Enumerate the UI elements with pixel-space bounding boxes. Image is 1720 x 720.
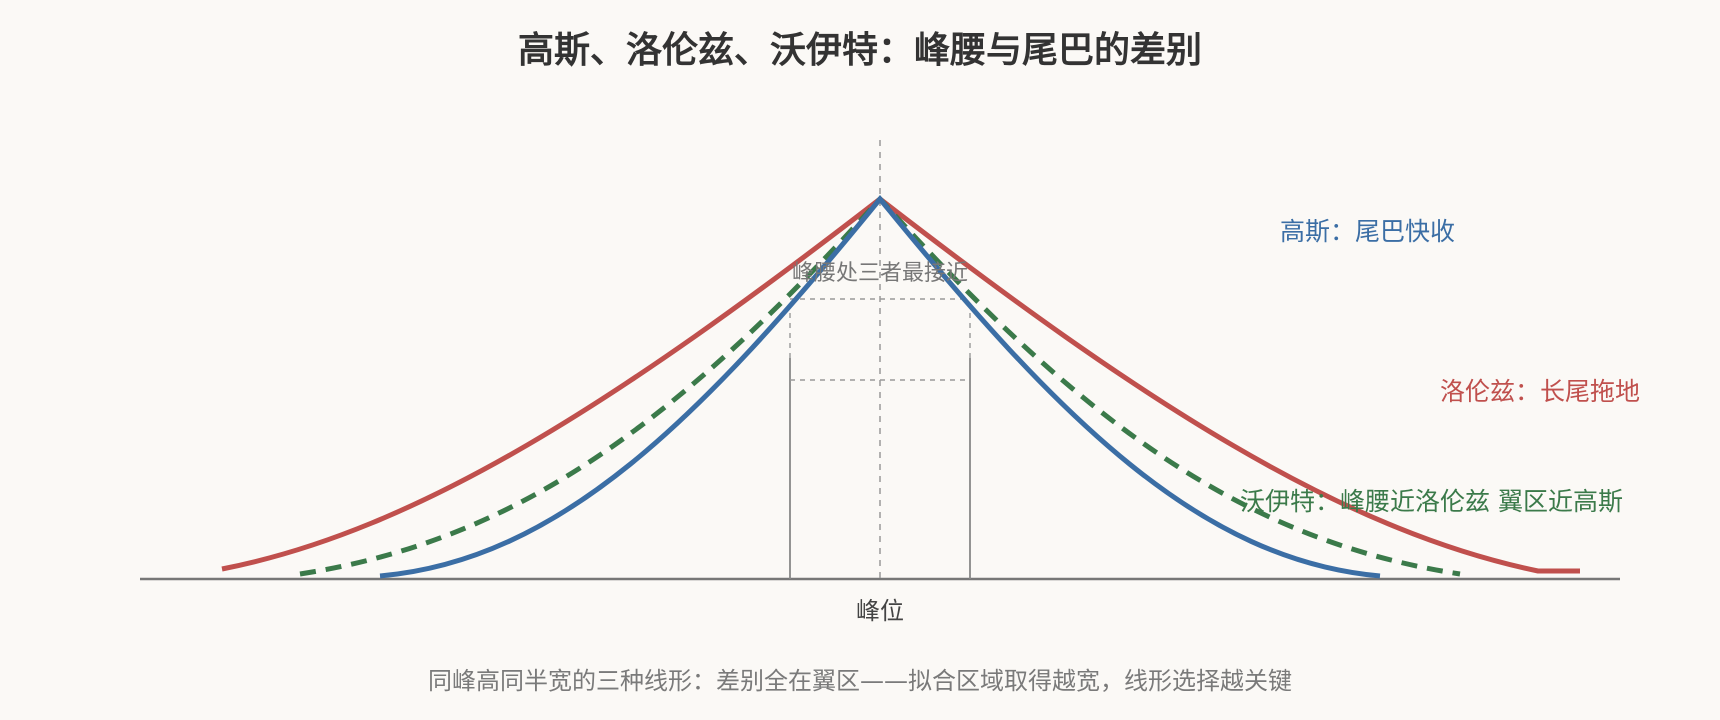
voigt-label: 沃伊特：峰腰近洛伦兹 翼区近高斯 — [1240, 487, 1623, 516]
lorentzian-label: 洛伦兹：长尾拖地 — [1440, 377, 1640, 406]
gaussian-label: 高斯：尾巴快收 — [1280, 217, 1455, 246]
waist-annotation: 峰腰处三者最接近 — [792, 261, 968, 286]
diagram-caption: 同峰高同半宽的三种线形：差别全在翼区——拟合区域取得越宽，线形选择越关键 — [428, 667, 1292, 695]
gaussian-curve — [379, 195, 1381, 579]
peak-position-label: 峰位 — [856, 597, 904, 625]
diagram-title: 高斯、洛伦兹、沃伊特：峰腰与尾巴的差别 — [518, 30, 1202, 71]
